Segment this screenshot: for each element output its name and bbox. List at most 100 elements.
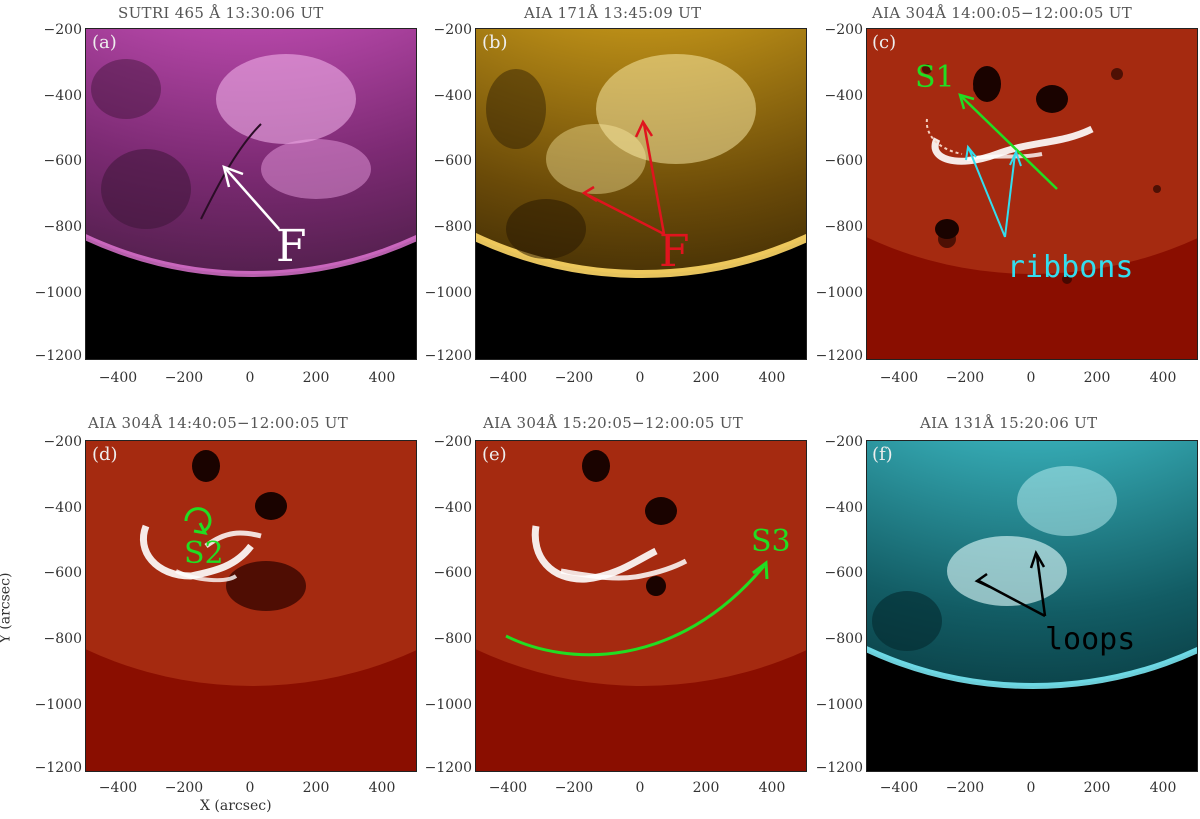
y-tick: −800: [433, 219, 472, 235]
panel-e-tag: (e): [482, 444, 507, 465]
x-tick: −400: [98, 370, 138, 386]
y-tick: −1200: [34, 348, 82, 364]
x-tick: −200: [945, 780, 985, 796]
x-tick: −200: [164, 370, 204, 386]
filament-arrows: [581, 119, 666, 236]
y-tick: −200: [433, 22, 472, 38]
panel-c-image: S1 ribbons: [866, 28, 1198, 360]
y-tick: −1200: [815, 348, 863, 364]
y-tick: −1200: [424, 348, 472, 364]
y-tick: −1000: [815, 697, 863, 713]
panel-f-image: loops: [866, 440, 1198, 772]
x-tick: 400: [758, 780, 786, 796]
x-tick: −400: [488, 780, 528, 796]
x-tick: 0: [635, 780, 645, 796]
panel-d-tag: (d): [92, 444, 118, 465]
x-tick: 0: [245, 370, 255, 386]
y-tick: −800: [43, 219, 82, 235]
y-tick: −200: [43, 434, 82, 450]
y-tick: −400: [824, 500, 863, 516]
y-tick: −1200: [424, 760, 472, 776]
x-tick: 200: [1083, 370, 1111, 386]
panel-a-image: F: [85, 28, 417, 360]
y-tick: −600: [824, 153, 863, 169]
y-tick: −600: [43, 565, 82, 581]
panel-f-tag: (f): [872, 444, 893, 465]
y-tick: −400: [433, 88, 472, 104]
x-tick: 200: [302, 780, 330, 796]
x-tick: 0: [1026, 370, 1036, 386]
x-tick: −400: [98, 780, 138, 796]
y-tick: −1000: [815, 285, 863, 301]
y-tick: −800: [824, 219, 863, 235]
panel-b-image: F: [475, 28, 807, 360]
s2-arrow: [184, 507, 212, 536]
ribbon-arrows: [965, 144, 1022, 238]
y-tick: −400: [43, 88, 82, 104]
x-tick: 400: [368, 780, 396, 796]
s1-label: S1: [915, 60, 955, 95]
ribbons-label: ribbons: [1007, 250, 1133, 285]
y-tick: −1200: [34, 760, 82, 776]
y-tick: −600: [43, 153, 82, 169]
panel-d-image: S2: [85, 440, 417, 772]
y-tick: −400: [43, 500, 82, 516]
panel-b-F-label: F: [659, 226, 690, 277]
y-tick: −800: [824, 631, 863, 647]
panel-b-title: AIA 171Å 13:45:09 UT: [524, 4, 702, 22]
x-tick: −400: [879, 780, 919, 796]
x-tick: 400: [1149, 370, 1177, 386]
filament-arrow: [222, 165, 280, 230]
y-tick: −800: [43, 631, 82, 647]
x-tick: −400: [879, 370, 919, 386]
panel-c-title: AIA 304Å 14:00:05−12:00:05 UT: [872, 4, 1133, 22]
panel-e-image: S3: [475, 440, 807, 772]
y-tick: −200: [433, 434, 472, 450]
y-tick: −1000: [34, 697, 82, 713]
y-tick: −400: [824, 88, 863, 104]
x-tick: −200: [945, 370, 985, 386]
s3-arrow: [505, 560, 769, 657]
y-tick: −600: [433, 153, 472, 169]
s3-label: S3: [751, 524, 791, 559]
s1-arrow: [958, 93, 1058, 190]
panel-a-tag: (a): [92, 32, 117, 53]
x-tick: 0: [1026, 780, 1036, 796]
loops-arrows: [974, 549, 1047, 618]
x-tick: −200: [164, 780, 204, 796]
panel-a-F-label: F: [276, 221, 307, 272]
panel-e-title: AIA 304Å 15:20:05−12:00:05 UT: [483, 414, 744, 432]
x-tick: −200: [554, 370, 594, 386]
y-tick: −400: [433, 500, 472, 516]
y-tick: −600: [824, 565, 863, 581]
s2-label: S2: [184, 536, 224, 571]
y-tick: −200: [824, 22, 863, 38]
y-tick: −1000: [34, 285, 82, 301]
y-tick: −1000: [424, 697, 472, 713]
x-tick: 0: [635, 370, 645, 386]
y-tick: −1200: [815, 760, 863, 776]
x-axis-label: X (arcsec): [200, 798, 272, 814]
x-tick: 400: [368, 370, 396, 386]
x-tick: 200: [302, 370, 330, 386]
loops-label: loops: [1045, 622, 1135, 657]
x-tick: 200: [692, 780, 720, 796]
panel-d-title: AIA 304Å 14:40:05−12:00:05 UT: [88, 414, 349, 432]
x-tick: 200: [1083, 780, 1111, 796]
x-tick: 200: [692, 370, 720, 386]
y-tick: −1000: [424, 285, 472, 301]
panel-c-tag: (c): [872, 32, 897, 53]
y-tick: −200: [43, 22, 82, 38]
panel-b-tag: (b): [482, 32, 508, 53]
panel-a-title: SUTRI 465 Å 13:30:06 UT: [118, 4, 324, 22]
y-tick: −600: [433, 565, 472, 581]
y-tick: −800: [433, 631, 472, 647]
x-tick: −400: [488, 370, 528, 386]
y-tick: −200: [824, 434, 863, 450]
x-tick: 0: [245, 780, 255, 796]
x-tick: 400: [1149, 780, 1177, 796]
x-tick: 400: [758, 370, 786, 386]
y-axis-label: Y (arcsec): [0, 572, 14, 644]
x-tick: −200: [554, 780, 594, 796]
panel-f-title: AIA 131Å 15:20:06 UT: [920, 414, 1098, 432]
